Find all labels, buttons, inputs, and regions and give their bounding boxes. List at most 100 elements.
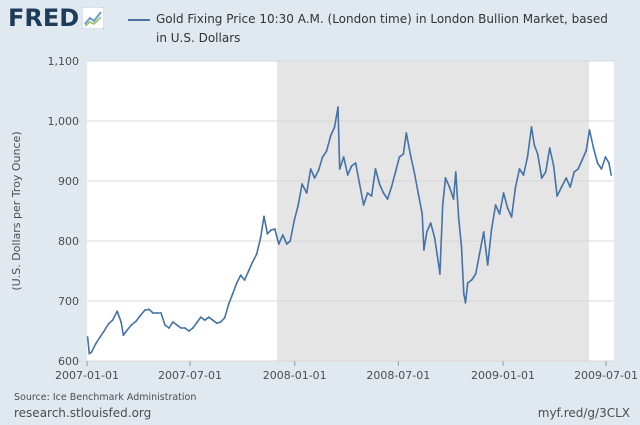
data-point xyxy=(266,232,269,235)
fred-logo-text: FRED xyxy=(8,4,80,32)
site-link[interactable]: research.stlouisfed.org xyxy=(14,406,152,420)
series xyxy=(86,106,613,355)
data-point xyxy=(172,321,174,323)
data-point xyxy=(305,192,308,194)
data-point xyxy=(231,292,234,295)
data-point xyxy=(510,216,513,218)
data-point xyxy=(413,171,416,173)
short-url-link[interactable]: myf.red/g/3CLX xyxy=(537,406,630,420)
data-point xyxy=(277,243,280,245)
data-point xyxy=(342,156,345,158)
data-point xyxy=(139,314,142,317)
chart-legend: Gold Fixing Price 10:30 A.M. (London tim… xyxy=(128,10,608,48)
data-point xyxy=(610,174,613,176)
data-point xyxy=(478,252,481,254)
data-point xyxy=(573,171,576,173)
data-point xyxy=(144,309,146,311)
data-point xyxy=(533,144,536,146)
data-point xyxy=(289,240,292,242)
fred-logo[interactable]: FRED xyxy=(8,4,105,32)
data-point xyxy=(126,328,129,331)
data-point xyxy=(148,308,150,311)
data-point xyxy=(382,192,385,194)
data-point xyxy=(354,162,357,164)
data-point xyxy=(152,312,154,314)
data-point xyxy=(462,292,465,295)
data-point xyxy=(425,231,428,233)
data-point xyxy=(526,156,529,158)
data-point xyxy=(498,213,501,215)
data-point xyxy=(402,153,405,155)
data-point xyxy=(192,327,194,329)
data-point xyxy=(423,249,425,251)
data-point xyxy=(486,264,489,266)
data-point xyxy=(338,168,341,170)
x-tick-label: 2009-07-01 xyxy=(574,369,638,382)
data-point xyxy=(409,153,412,155)
data-point xyxy=(600,168,603,170)
data-point xyxy=(111,319,114,322)
data-point xyxy=(433,237,436,239)
data-point xyxy=(362,204,365,206)
data-point xyxy=(247,270,250,272)
x-tick-label: 2008-07-01 xyxy=(366,369,430,382)
data-point xyxy=(203,319,206,322)
data-point xyxy=(122,334,125,337)
data-point xyxy=(263,215,265,218)
data-point xyxy=(180,327,182,329)
data-point xyxy=(502,192,505,194)
data-point xyxy=(429,222,432,224)
data-point xyxy=(464,301,467,304)
data-point xyxy=(518,168,521,170)
data-point xyxy=(421,213,424,215)
chart: 2007-01-01 2007-07-01 2008-01-01 2008-07-01… xyxy=(10,55,638,382)
y-tick-label: 1,000 xyxy=(48,115,80,128)
data-point xyxy=(269,229,272,232)
data-point xyxy=(168,327,170,329)
data-point xyxy=(176,324,178,326)
data-point xyxy=(585,150,587,152)
data-point xyxy=(317,169,320,172)
y-axis: 600 700 800 900 1,000 1,100 xyxy=(48,55,80,368)
data-point xyxy=(86,336,89,338)
data-point xyxy=(350,165,353,167)
y-axis-label: (U.S. Dollars per Troy Ounce) xyxy=(10,131,23,290)
data-point xyxy=(251,261,254,263)
data-point xyxy=(259,237,262,239)
data-point xyxy=(199,316,202,319)
data-point xyxy=(188,330,190,332)
data-point xyxy=(536,153,539,155)
data-point xyxy=(454,171,457,173)
data-point xyxy=(569,186,572,188)
data-point xyxy=(116,310,119,313)
data-point xyxy=(608,162,610,164)
data-point xyxy=(374,168,377,170)
data-point xyxy=(548,147,551,149)
data-point xyxy=(297,204,299,207)
data-point xyxy=(156,312,158,314)
data-point xyxy=(457,216,460,218)
data-point xyxy=(293,219,296,222)
data-point xyxy=(195,321,198,324)
data-point xyxy=(207,316,210,319)
data-point xyxy=(437,264,440,266)
data-point xyxy=(405,132,408,134)
data-point xyxy=(514,186,517,188)
data-point xyxy=(530,126,533,128)
y-tick-label: 900 xyxy=(58,175,79,188)
data-point xyxy=(394,171,397,173)
data-point xyxy=(577,168,579,170)
data-point xyxy=(565,177,568,179)
data-point xyxy=(588,129,591,131)
y-tick-label: 700 xyxy=(58,295,79,308)
data-point xyxy=(452,198,455,200)
data-point xyxy=(540,177,543,179)
gridlines xyxy=(87,60,614,362)
x-axis: 2007-01-01 2007-07-01 2008-01-01 2008-07-01… xyxy=(55,361,638,382)
recession-band xyxy=(277,61,589,361)
data-point xyxy=(581,159,583,161)
data-point xyxy=(370,195,373,197)
data-point xyxy=(398,156,401,158)
x-tick-label: 2008-01-01 xyxy=(263,369,327,382)
source-note: Source: Ice Benchmark Administration xyxy=(14,392,197,403)
